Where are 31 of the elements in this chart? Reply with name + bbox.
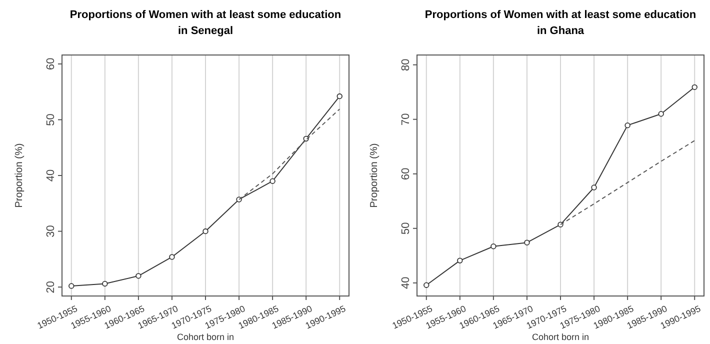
y-tick-label: 50 (400, 222, 412, 235)
point (68, 283, 74, 289)
x-axis-title: Cohort born in (176, 332, 234, 342)
point (270, 178, 276, 184)
y-tick-label: 80 (400, 58, 412, 71)
point (591, 184, 597, 190)
y-tick-label: 60 (45, 58, 57, 70)
point (692, 84, 698, 90)
point (457, 258, 463, 264)
chart-title: Proportions of Women with at least some education in Senegal (70, 9, 342, 37)
y-tick-label: 40 (400, 276, 412, 290)
y-tick-label: 60 (400, 168, 412, 180)
y-tick-label: 50 (45, 114, 57, 126)
y-tick-label: 40 (45, 169, 57, 182)
point (624, 122, 630, 128)
point (102, 280, 108, 287)
y-tick-label: 70 (400, 113, 412, 126)
y-tick-label: 20 (45, 280, 57, 294)
point (658, 111, 664, 117)
point (169, 254, 175, 260)
y-axis-title: Proportion (%) (14, 143, 25, 208)
y-axis-title: Proportion (%) (369, 143, 380, 208)
y-tick-label: 30 (45, 225, 57, 238)
x-axis-title: Cohort born in (532, 332, 590, 342)
point (424, 282, 430, 288)
point (202, 228, 208, 234)
chart-title: Proportions of Women with at least some education in Ghana (424, 9, 696, 37)
point (136, 273, 142, 279)
point (524, 240, 530, 246)
point (490, 244, 496, 250)
point (336, 93, 342, 100)
